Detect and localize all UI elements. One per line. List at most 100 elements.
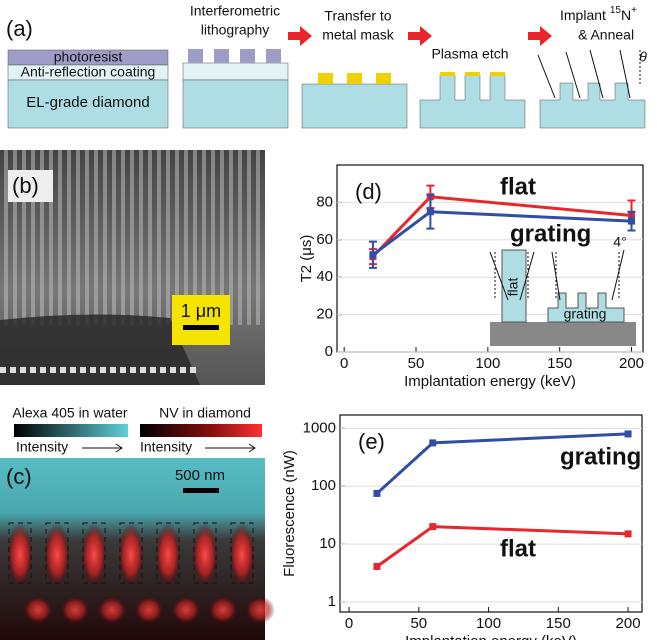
x-tick-label: 100 bbox=[476, 615, 501, 632]
colorbar bbox=[14, 424, 128, 437]
stripe bbox=[94, 150, 98, 325]
step-label: Implant 15N+ bbox=[560, 5, 637, 23]
stripe bbox=[238, 150, 242, 325]
stripe bbox=[31, 150, 35, 325]
text: 15 bbox=[610, 5, 622, 16]
legend-label: flat bbox=[500, 535, 536, 562]
stripe bbox=[67, 150, 71, 325]
grating-outline bbox=[82, 522, 106, 584]
x-tick-label: 50 bbox=[410, 615, 427, 632]
grating-outline bbox=[156, 522, 180, 584]
stripe bbox=[4, 150, 8, 325]
grating-outline bbox=[193, 522, 217, 584]
grating-outline bbox=[45, 522, 69, 584]
legend-label: flat bbox=[500, 173, 536, 200]
y-axis-label: T2 (μs) bbox=[298, 235, 315, 283]
data-point bbox=[429, 523, 437, 531]
panel-b: (b) 1 μm bbox=[0, 150, 265, 385]
step-label: Interferometric bbox=[190, 3, 280, 19]
stripe bbox=[76, 150, 80, 325]
data-point bbox=[429, 439, 437, 447]
nv-spots bbox=[7, 522, 275, 624]
scale-label: 500 nm bbox=[175, 467, 225, 484]
nv-spot bbox=[60, 596, 90, 624]
intensity-label: Intensity bbox=[16, 439, 68, 455]
colorbar bbox=[140, 424, 262, 437]
legend-label: grating bbox=[510, 220, 591, 247]
colorbar-label: Alexa 405 in water bbox=[12, 405, 128, 421]
inset-normals bbox=[494, 252, 620, 300]
step2-diagram bbox=[301, 73, 408, 129]
stripe bbox=[58, 150, 62, 325]
nv-spot bbox=[171, 596, 201, 624]
nv-spot bbox=[97, 596, 127, 624]
x-tick-label: 0 bbox=[340, 355, 348, 372]
panel-label: (b) bbox=[12, 173, 39, 198]
grating-outline bbox=[230, 522, 254, 584]
y-tick-label: 1000 bbox=[303, 419, 336, 436]
stripe bbox=[13, 150, 17, 325]
step1-diagram bbox=[182, 49, 289, 129]
x-tick-label: 150 bbox=[547, 355, 572, 372]
x-tick-label: 50 bbox=[408, 355, 425, 372]
stripe bbox=[256, 150, 260, 325]
nv-spot bbox=[118, 523, 144, 587]
data-point bbox=[624, 530, 632, 538]
sem-shadow bbox=[0, 314, 200, 385]
y-tick-label: 0 bbox=[325, 343, 333, 360]
legend-label: grating bbox=[560, 443, 641, 470]
label-bg bbox=[8, 170, 53, 202]
step-label: lithography bbox=[201, 22, 270, 38]
grating-outline bbox=[8, 522, 32, 584]
x-tick-label: 0 bbox=[345, 615, 353, 632]
y-tick-label: 1 bbox=[328, 593, 336, 610]
data-point bbox=[624, 430, 632, 438]
y-axis-label: Fluorescence (nW) bbox=[281, 450, 298, 577]
panel-c: Alexa 405 in water NV in diamond Intensi… bbox=[0, 405, 275, 640]
nv-spot bbox=[245, 596, 275, 624]
stripe bbox=[184, 150, 188, 325]
stripe bbox=[49, 150, 53, 325]
y-tick-label: 100 bbox=[311, 477, 336, 494]
inset-rays bbox=[489, 249, 625, 301]
step4-diagram bbox=[537, 49, 646, 129]
panel-label: (d) bbox=[355, 179, 382, 204]
stripe bbox=[193, 150, 197, 325]
x-tick-label: 200 bbox=[619, 355, 644, 372]
colorbar-label: NV in diamond bbox=[159, 405, 251, 421]
nv-spot bbox=[23, 596, 53, 624]
arrow bbox=[528, 26, 552, 46]
stripe bbox=[112, 150, 116, 325]
x-tick-label: 150 bbox=[546, 615, 571, 632]
stripe bbox=[175, 150, 179, 325]
nv-spot bbox=[192, 523, 218, 587]
step3-diagram bbox=[419, 72, 526, 129]
panel-a: (a) photoresist Anti-reflection coating … bbox=[6, 3, 647, 129]
panel-label: (c) bbox=[6, 464, 32, 489]
step-label: & Anneal bbox=[578, 27, 634, 43]
stripe bbox=[40, 150, 44, 325]
intensity-label: Intensity bbox=[140, 439, 192, 455]
arrow bbox=[408, 26, 432, 46]
nv-spot bbox=[44, 523, 70, 587]
nv-spot bbox=[208, 596, 238, 624]
grating-outline bbox=[119, 522, 143, 584]
stripe bbox=[220, 150, 224, 325]
layer-label: EL-grade diamond bbox=[26, 94, 149, 111]
stripe bbox=[139, 150, 143, 325]
nv-spot bbox=[7, 523, 33, 587]
data-point bbox=[426, 208, 434, 216]
x-tick-label: 200 bbox=[616, 615, 641, 632]
x-tick-label: 100 bbox=[475, 355, 500, 372]
scale-box bbox=[172, 295, 230, 345]
y-tick-label: 20 bbox=[316, 306, 333, 323]
text: Implant bbox=[560, 7, 610, 23]
inset-substrate bbox=[490, 322, 636, 346]
arrow bbox=[288, 26, 312, 46]
stripe bbox=[157, 150, 161, 325]
inset: flat grating 4° bbox=[489, 234, 636, 346]
stripe bbox=[22, 150, 26, 325]
stripe bbox=[121, 150, 125, 325]
stripe bbox=[229, 150, 233, 325]
